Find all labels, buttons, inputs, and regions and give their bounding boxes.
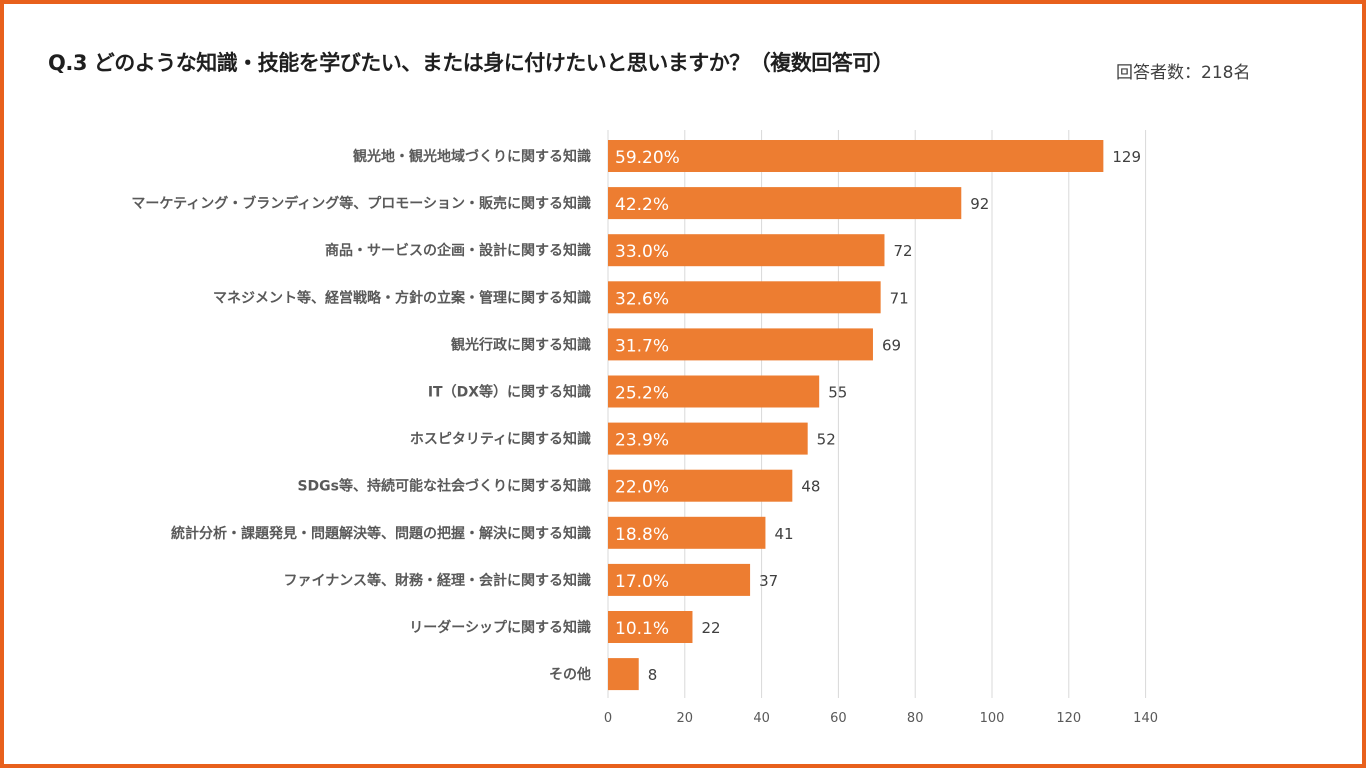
percent-label: 18.8% bbox=[615, 525, 669, 545]
x-tick-label: 20 bbox=[677, 711, 694, 726]
bar bbox=[608, 611, 693, 643]
bar bbox=[608, 187, 962, 220]
value-label: 37 bbox=[759, 572, 778, 590]
label-layer: 観光地・観光地域づくりに関する知識 59.20% 129 マーケティング・ブランディン… bbox=[131, 148, 1141, 684]
value-label: 92 bbox=[970, 195, 989, 213]
x-tick-label: 100 bbox=[980, 711, 1005, 726]
category-label: その他 bbox=[549, 666, 591, 683]
value-label: 71 bbox=[890, 289, 909, 307]
bar bbox=[608, 563, 751, 596]
respondent-count: 回答者数：218名 bbox=[1116, 63, 1251, 83]
bar bbox=[608, 469, 793, 502]
x-tick-label: 80 bbox=[907, 711, 924, 726]
value-label: 72 bbox=[893, 242, 912, 260]
value-label: 69 bbox=[882, 336, 901, 354]
x-tick-label: 40 bbox=[753, 711, 770, 726]
bar bbox=[608, 140, 1104, 172]
value-label: 52 bbox=[817, 431, 836, 449]
bar-layer bbox=[608, 140, 1104, 691]
percent-label: 32.6% bbox=[615, 289, 669, 309]
chart-title: Q.3 どのような知識・技能を学びたい、または身に付けたいと思いますか？（複数回… bbox=[48, 51, 894, 75]
value-label: 129 bbox=[1112, 148, 1141, 166]
category-label: 統計分析・課題発見・問題解決等、問題の把握・解決に関する知識 bbox=[171, 525, 591, 542]
category-label: SDGs等、持続可能な社会づくりに関する知識 bbox=[297, 478, 591, 495]
value-label: 8 bbox=[648, 666, 658, 684]
percent-label: 42.2% bbox=[615, 195, 669, 215]
x-axis-ticks: 0 20 40 60 80 100 120 140 bbox=[604, 711, 1158, 726]
category-label: 観光行政に関する知識 bbox=[451, 336, 591, 353]
bar bbox=[608, 328, 873, 361]
bar bbox=[608, 281, 881, 314]
percent-label: 17.0% bbox=[615, 572, 669, 592]
percent-label: 23.9% bbox=[615, 431, 669, 451]
percent-label: 22.0% bbox=[615, 478, 669, 498]
value-label: 55 bbox=[828, 384, 847, 402]
percent-label: 25.2% bbox=[615, 384, 669, 404]
value-label: 48 bbox=[801, 478, 820, 496]
bar bbox=[608, 234, 885, 267]
bar bbox=[608, 422, 808, 455]
percent-label: 10.1% bbox=[615, 619, 669, 639]
category-label: ファイナンス等、財務・経理・会計に関する知識 bbox=[284, 572, 591, 589]
category-label: 観光地・観光地域づくりに関する知識 bbox=[353, 148, 591, 165]
bar bbox=[608, 516, 766, 549]
category-label: ホスピタリティに関する知識 bbox=[410, 431, 591, 448]
x-tick-label: 140 bbox=[1133, 711, 1158, 726]
bar bbox=[608, 658, 639, 691]
category-label: マネジメント等、経営戦略・方針の立案・管理に関する知識 bbox=[213, 289, 591, 306]
value-label: 22 bbox=[701, 619, 720, 637]
x-tick-label: 120 bbox=[1056, 711, 1081, 726]
x-tick-label: 60 bbox=[830, 711, 847, 726]
percent-label: 33.0% bbox=[615, 242, 669, 262]
value-label: 41 bbox=[774, 525, 793, 543]
grid-layer bbox=[607, 130, 1147, 698]
category-label: IT（DX等）に関する知識 bbox=[428, 384, 591, 401]
bar bbox=[608, 375, 820, 408]
percent-label: 31.7% bbox=[615, 336, 669, 356]
category-label: リーダーシップに関する知識 bbox=[409, 619, 591, 636]
category-label: マーケティング・ブランディング等、プロモーション・販売に関する知識 bbox=[131, 195, 591, 212]
category-label: 商品・サービスの企画・設計に関する知識 bbox=[325, 242, 591, 259]
x-tick-label: 0 bbox=[604, 711, 612, 726]
percent-label: 59.20% bbox=[615, 148, 680, 168]
